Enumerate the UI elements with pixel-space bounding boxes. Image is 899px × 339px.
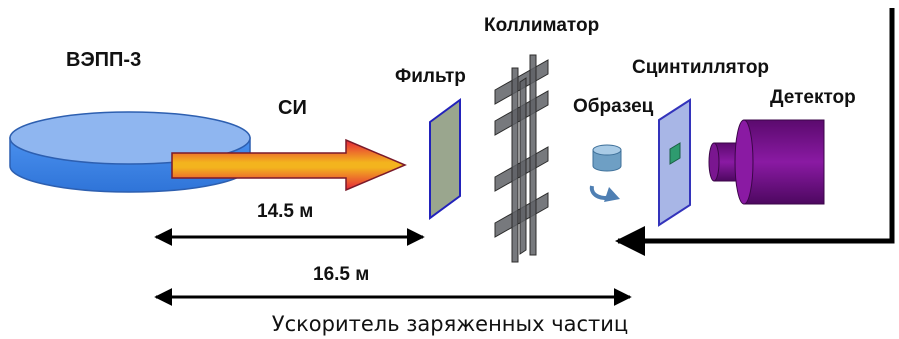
caption: Ускоритель заряженных частиц [272, 312, 628, 336]
rotation-arrow [589, 185, 620, 202]
detector [708, 119, 825, 205]
filter-plate [429, 98, 461, 220]
label-collimator: Коллиматор [484, 15, 599, 36]
label-detector: Детектор [770, 87, 856, 108]
sample [592, 144, 622, 172]
collimator [494, 54, 549, 263]
label-distance-16-5: 16.5 м [313, 264, 369, 285]
label-vepp: ВЭПП-3 [66, 49, 141, 71]
beam-arrow [171, 138, 407, 192]
label-sample: Образец [573, 96, 654, 117]
label-distance-14-5: 14.5 м [257, 201, 313, 222]
label-scintillator: Сцинтиллятор [632, 57, 769, 78]
return-arrow [615, 8, 895, 256]
label-filter: Фильтр [395, 66, 466, 87]
label-si: СИ [278, 97, 307, 119]
storage-ring [9, 111, 251, 193]
scintillator [658, 98, 691, 227]
